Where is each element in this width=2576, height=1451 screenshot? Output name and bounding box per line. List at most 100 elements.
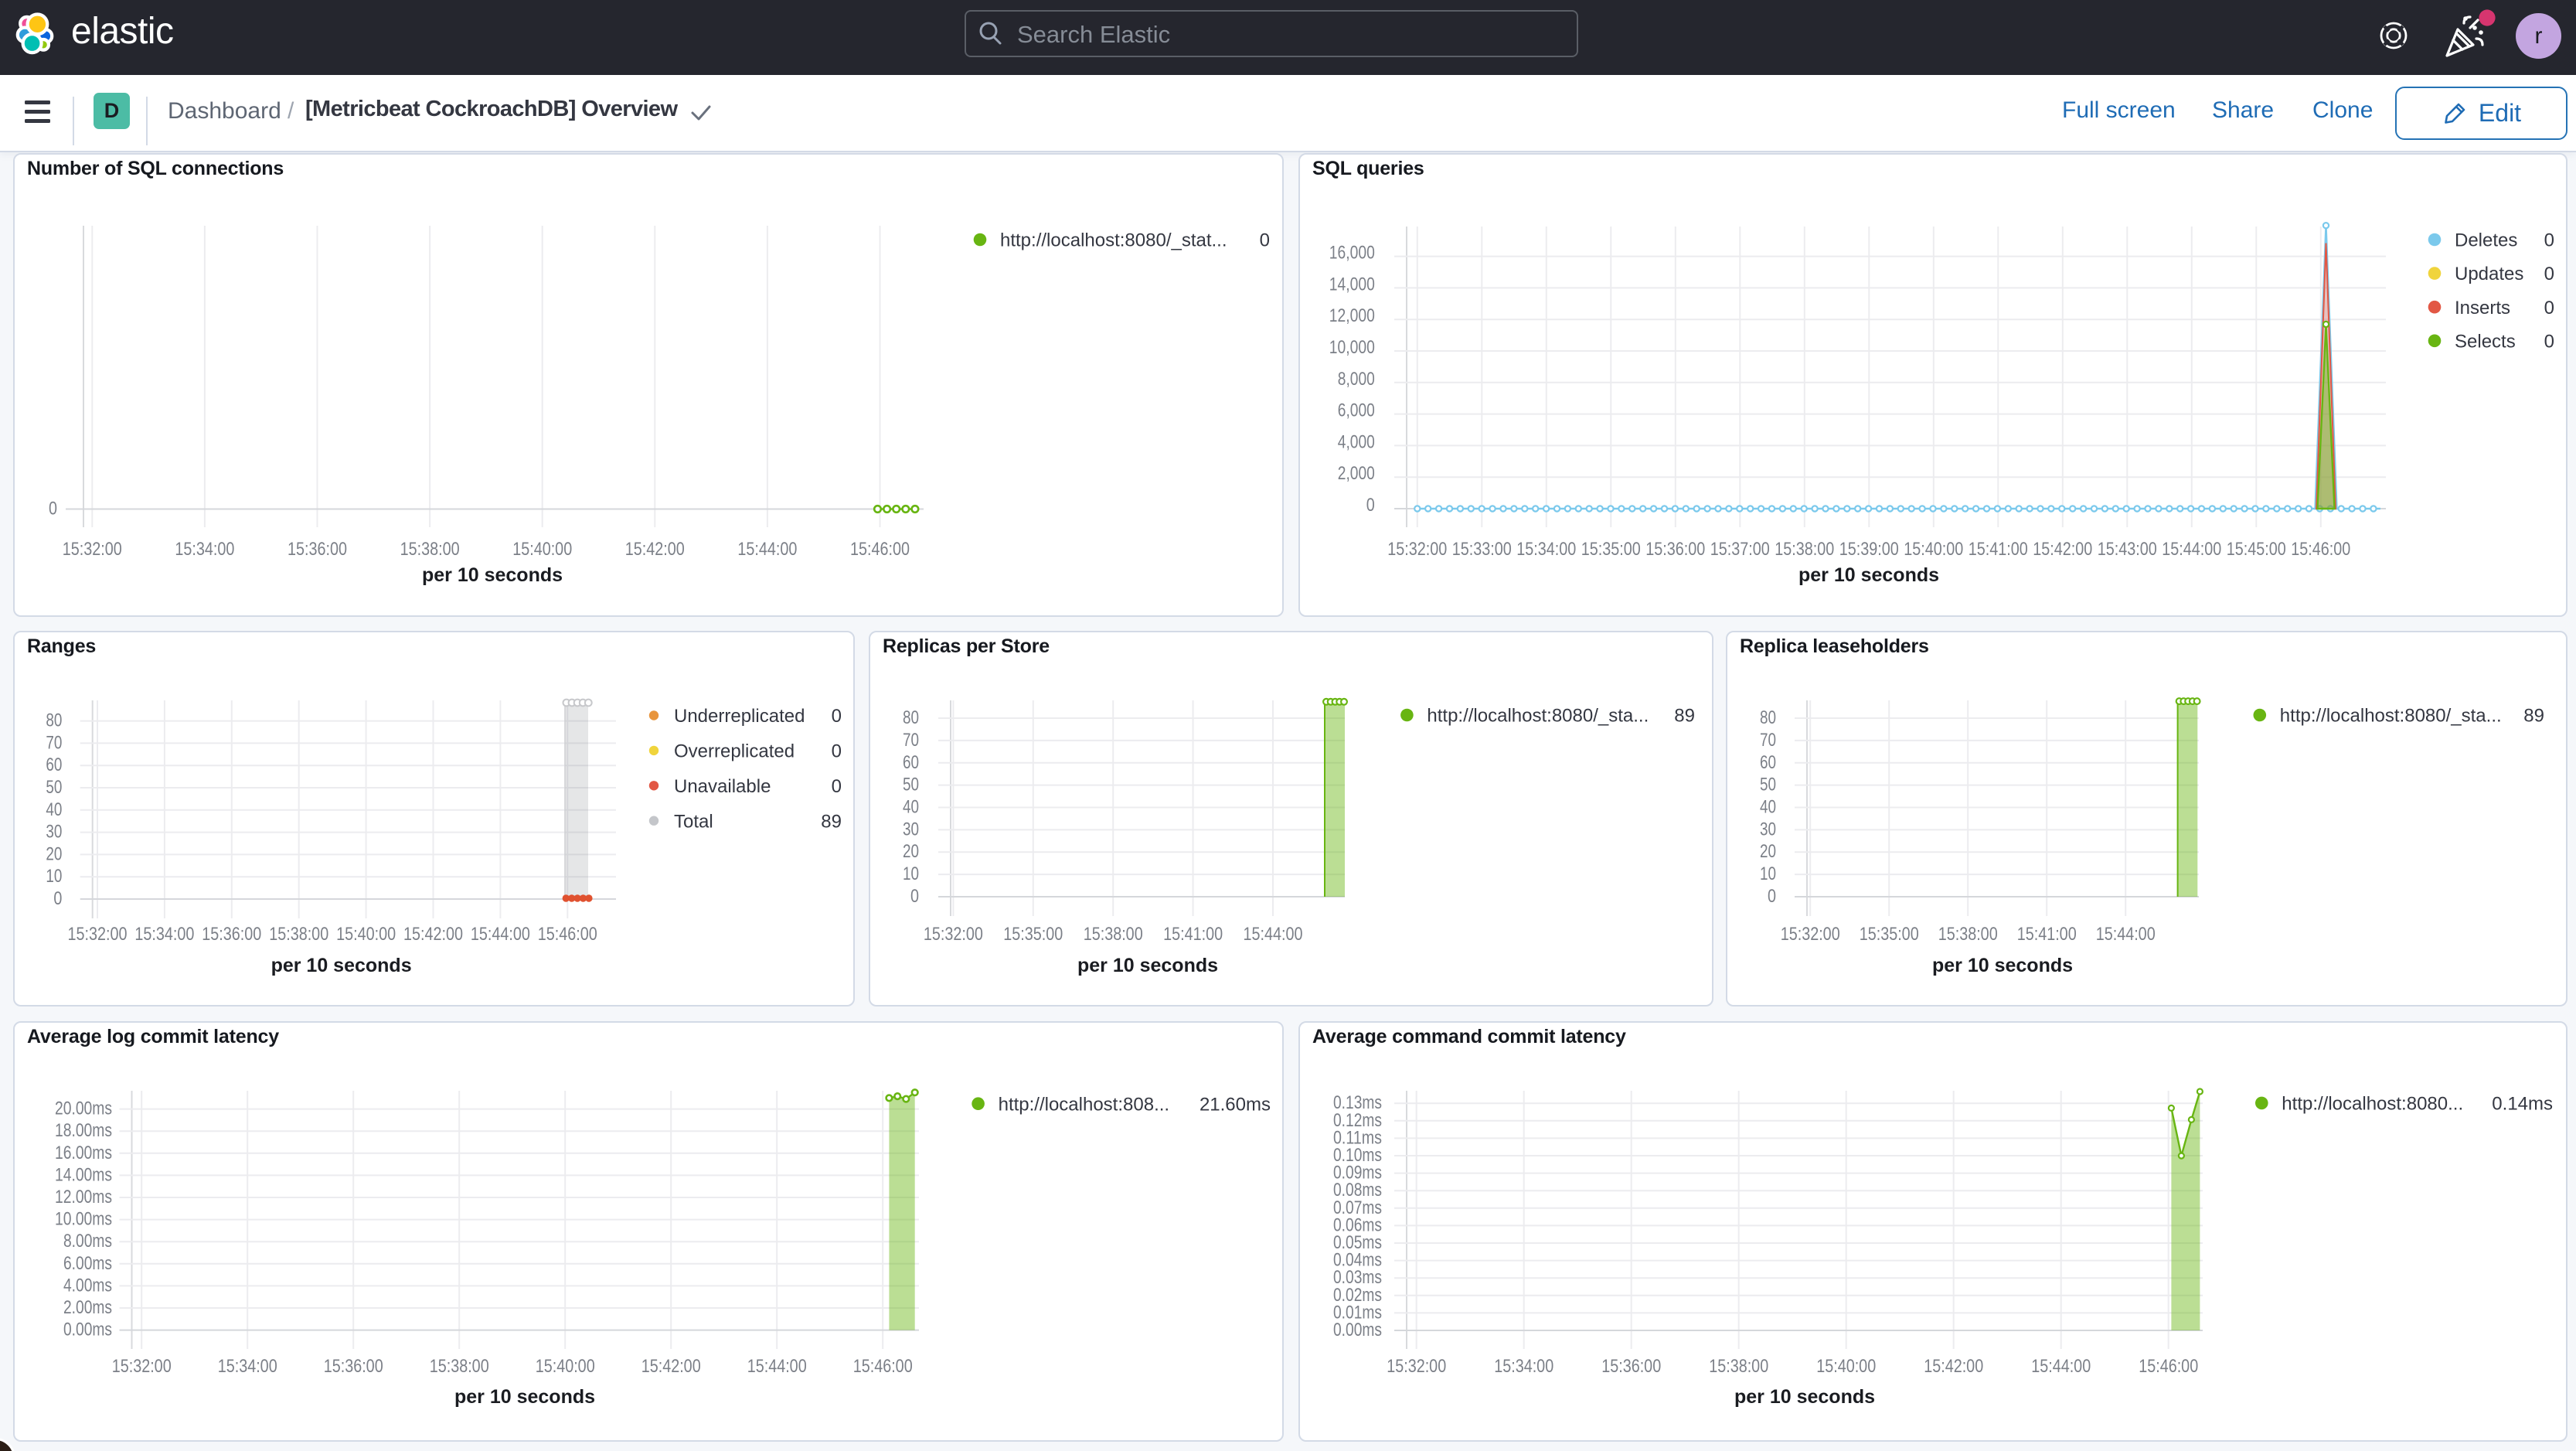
svg-text:60: 60	[46, 754, 62, 775]
svg-text:15:36:00: 15:36:00	[202, 924, 261, 945]
svg-text:50: 50	[46, 777, 62, 798]
svg-text:10.00ms: 10.00ms	[55, 1209, 112, 1230]
svg-text:0.06ms: 0.06ms	[1333, 1214, 1382, 1235]
svg-text:12.00ms: 12.00ms	[55, 1187, 112, 1207]
svg-text:15:44:00: 15:44:00	[2031, 1356, 2091, 1377]
svg-text:http://localhost:8080/_sta...: http://localhost:8080/_sta...	[1427, 706, 1649, 727]
svg-text:60: 60	[1760, 752, 1776, 773]
svg-text:15:34:00: 15:34:00	[134, 924, 194, 945]
svg-text:40: 40	[46, 799, 62, 820]
svg-text:70: 70	[46, 732, 62, 753]
svg-text:15:42:00: 15:42:00	[403, 924, 463, 945]
svg-text:15:46:00: 15:46:00	[850, 539, 910, 560]
svg-text:Overreplicated: Overreplicated	[674, 741, 795, 762]
svg-text:0: 0	[2544, 331, 2554, 352]
svg-text:15:44:00: 15:44:00	[737, 539, 797, 560]
svg-text:15:44:00: 15:44:00	[2162, 539, 2221, 560]
svg-text:0.02ms: 0.02ms	[1333, 1285, 1382, 1306]
svg-text:30: 30	[1760, 819, 1776, 840]
svg-text:30: 30	[903, 819, 919, 840]
svg-text:15:36:00: 15:36:00	[324, 1356, 383, 1377]
svg-text:15:39:00: 15:39:00	[1839, 539, 1899, 560]
svg-text:15:34:00: 15:34:00	[175, 539, 234, 560]
svg-text:70: 70	[903, 730, 919, 751]
svg-text:15:38:00: 15:38:00	[1938, 924, 1998, 945]
svg-text:15:38:00: 15:38:00	[269, 924, 328, 945]
svg-text:80: 80	[1760, 707, 1776, 728]
svg-text:0: 0	[1768, 886, 1776, 907]
svg-text:15:37:00: 15:37:00	[1710, 539, 1770, 560]
svg-text:0.04ms: 0.04ms	[1333, 1250, 1382, 1271]
svg-text:Updates: Updates	[2455, 264, 2523, 284]
svg-text:15:42:00: 15:42:00	[641, 1356, 701, 1377]
svg-text:per 10 seconds: per 10 seconds	[422, 564, 563, 586]
svg-text:15:32:00: 15:32:00	[112, 1356, 172, 1377]
svg-text:15:44:00: 15:44:00	[471, 924, 530, 945]
svg-text:20.00ms: 20.00ms	[55, 1098, 112, 1119]
svg-text:15:32:00: 15:32:00	[1781, 924, 1840, 945]
svg-text:15:42:00: 15:42:00	[2033, 539, 2092, 560]
svg-text:4.00ms: 4.00ms	[63, 1275, 112, 1296]
svg-text:0: 0	[1366, 495, 1375, 516]
svg-text:15:38:00: 15:38:00	[430, 1356, 489, 1377]
svg-text:15:46:00: 15:46:00	[853, 1356, 913, 1377]
svg-text:http://localhost:8080...: http://localhost:8080...	[2282, 1094, 2463, 1115]
svg-text:0.01ms: 0.01ms	[1333, 1302, 1382, 1323]
svg-text:0.08ms: 0.08ms	[1333, 1180, 1382, 1201]
svg-text:16,000: 16,000	[1329, 243, 1375, 264]
svg-text:15:41:00: 15:41:00	[1969, 539, 2028, 560]
svg-text:15:33:00: 15:33:00	[1452, 539, 1512, 560]
svg-text:15:36:00: 15:36:00	[288, 539, 347, 560]
svg-text:per 10 seconds: per 10 seconds	[1734, 1386, 1875, 1408]
svg-text:40: 40	[1760, 797, 1776, 818]
svg-text:Selects: Selects	[2455, 331, 2516, 352]
svg-text:15:44:00: 15:44:00	[2096, 924, 2156, 945]
svg-text:0: 0	[53, 888, 62, 909]
svg-text:4,000: 4,000	[1338, 431, 1375, 452]
svg-text:15:35:00: 15:35:00	[1003, 924, 1063, 945]
svg-text:0: 0	[832, 776, 842, 797]
svg-text:15:46:00: 15:46:00	[2139, 1356, 2198, 1377]
svg-text:15:40:00: 15:40:00	[336, 924, 396, 945]
svg-text:8,000: 8,000	[1338, 369, 1375, 390]
svg-text:15:46:00: 15:46:00	[2291, 539, 2350, 560]
svg-text:0.07ms: 0.07ms	[1333, 1197, 1382, 1218]
svg-text:15:42:00: 15:42:00	[1924, 1356, 1983, 1377]
svg-text:60: 60	[903, 752, 919, 773]
svg-text:10: 10	[1760, 863, 1776, 884]
svg-text:15:44:00: 15:44:00	[1244, 924, 1303, 945]
svg-text:Underreplicated: Underreplicated	[674, 706, 805, 727]
svg-text:16.00ms: 16.00ms	[55, 1143, 112, 1163]
svg-text:0.10ms: 0.10ms	[1333, 1145, 1382, 1166]
svg-text:15:40:00: 15:40:00	[512, 539, 572, 560]
svg-text:15:38:00: 15:38:00	[1084, 924, 1143, 945]
svg-text:per 10 seconds: per 10 seconds	[1932, 955, 2073, 976]
svg-text:70: 70	[1760, 730, 1776, 751]
svg-text:10,000: 10,000	[1329, 337, 1375, 358]
svg-text:89: 89	[1674, 706, 1695, 727]
svg-text:15:38:00: 15:38:00	[400, 539, 460, 560]
svg-text:0.11ms: 0.11ms	[1333, 1127, 1382, 1148]
svg-text:14.00ms: 14.00ms	[55, 1164, 112, 1185]
svg-text:20: 20	[1760, 841, 1776, 862]
svg-text:http://localhost:8080/_sta...: http://localhost:8080/_sta...	[2280, 706, 2502, 727]
svg-text:http://localhost:8080/_stat...: http://localhost:8080/_stat...	[1000, 230, 1227, 251]
svg-text:15:32:00: 15:32:00	[63, 539, 122, 560]
svg-text:12,000: 12,000	[1329, 305, 1375, 326]
svg-text:15:46:00: 15:46:00	[538, 924, 597, 945]
svg-text:0.03ms: 0.03ms	[1333, 1267, 1382, 1288]
svg-text:0.12ms: 0.12ms	[1333, 1110, 1382, 1131]
svg-text:Total: Total	[674, 811, 713, 832]
svg-text:15:32:00: 15:32:00	[68, 924, 128, 945]
svg-text:15:40:00: 15:40:00	[536, 1356, 595, 1377]
svg-text:0: 0	[2544, 264, 2554, 284]
svg-text:15:34:00: 15:34:00	[1494, 1356, 1553, 1377]
svg-text:15:32:00: 15:32:00	[924, 924, 983, 945]
svg-text:0.14ms: 0.14ms	[2492, 1094, 2553, 1115]
svg-text:Unavailable: Unavailable	[674, 776, 771, 797]
svg-text:6,000: 6,000	[1338, 400, 1375, 421]
svg-text:per 10 seconds: per 10 seconds	[271, 955, 412, 976]
svg-text:0.00ms: 0.00ms	[1333, 1320, 1382, 1340]
svg-text:20: 20	[903, 841, 919, 862]
svg-text:15:41:00: 15:41:00	[1163, 924, 1223, 945]
